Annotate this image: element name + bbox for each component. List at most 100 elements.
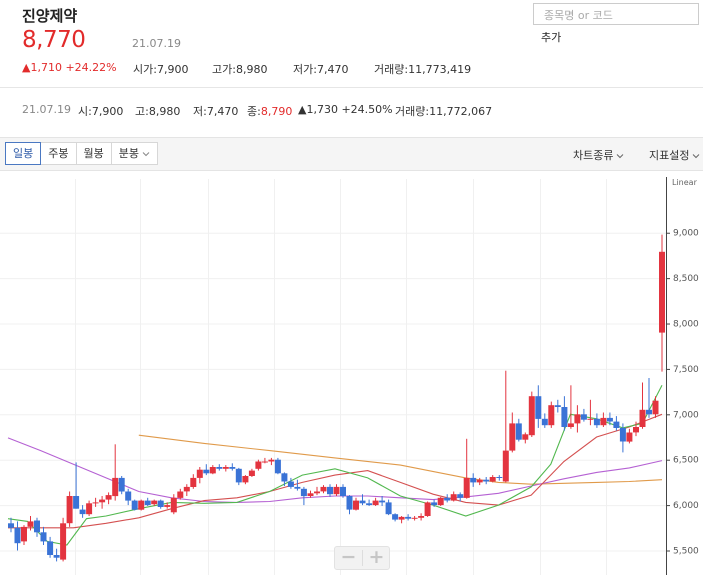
candle-body — [144, 500, 151, 506]
candle-body — [509, 423, 516, 451]
candle-body — [457, 494, 464, 498]
candle-body — [21, 526, 27, 542]
candle-body — [196, 469, 203, 478]
candle-body — [14, 527, 21, 544]
quote-close-label: 종 — [247, 105, 258, 118]
candle-body — [66, 496, 73, 524]
tab-minute[interactable]: 분봉 — [110, 142, 158, 165]
y-tick-label: 9,000 — [673, 229, 699, 239]
chevron-down-icon — [616, 149, 624, 162]
open-value: 7,900 — [156, 63, 189, 76]
candle-body — [151, 500, 158, 505]
price-chart[interactable]: 5,500 6,000 6,500 7,000 7,500 8,000 8,500 9,000… — [0, 171, 703, 575]
candle-body — [574, 414, 581, 424]
candle-body — [222, 467, 229, 469]
candle-body — [261, 461, 268, 463]
candle-body — [112, 477, 119, 497]
candle-body — [203, 469, 210, 474]
tab-weekly[interactable]: 주봉 — [40, 142, 77, 165]
period-tabs: 일봉 주봉 월봉 분봉 — [5, 142, 158, 165]
quote-open-value: 7,900 — [91, 105, 124, 118]
quote-low-label: 저 — [193, 105, 204, 118]
zoom-out-button[interactable]: − — [340, 546, 357, 568]
volume: 거래량:11,773,419 — [374, 63, 472, 76]
candle-body — [522, 434, 529, 440]
tab-monthly[interactable]: 월봉 — [75, 142, 112, 165]
candle-body — [307, 493, 314, 496]
candle-body — [27, 521, 34, 527]
quote-close: 종:8,790 — [247, 105, 293, 118]
candle-body — [405, 516, 412, 519]
candle-body — [118, 477, 125, 492]
volume-label: 거래량 — [374, 63, 405, 76]
ma120-line — [138, 434, 663, 485]
quote-close-value: 8,790 — [260, 105, 293, 118]
candle-body — [229, 467, 236, 469]
candle-body — [248, 470, 255, 476]
low-price: 저가:7,470 — [293, 63, 349, 76]
candle-body — [418, 516, 425, 518]
candle-body — [398, 516, 405, 520]
candle-body — [541, 418, 548, 426]
candle-body — [353, 500, 359, 510]
high-value: 8,980 — [235, 63, 268, 76]
candle-body — [268, 459, 275, 462]
chevron-down-icon — [692, 149, 700, 162]
y-tick-label: 7,000 — [673, 410, 699, 420]
candle-body — [587, 418, 594, 420]
quote-low: 저:7,470 — [193, 105, 239, 118]
search-input[interactable] — [534, 5, 698, 26]
candle-body — [535, 396, 542, 419]
y-tick-label: 6,000 — [673, 501, 699, 511]
candle-body — [652, 400, 659, 415]
scale-label: Linear — [672, 178, 698, 187]
tab-daily[interactable]: 일봉 — [5, 142, 42, 165]
candle-body — [476, 479, 483, 483]
candle-body — [379, 500, 386, 503]
y-tick-label: 5,500 — [673, 546, 699, 556]
candle-body — [242, 476, 249, 483]
candle-body — [613, 421, 620, 428]
candle-body — [287, 481, 294, 487]
candle-body — [372, 500, 379, 506]
quote-change: ▲1,730 +24.50% — [298, 103, 393, 116]
indicator-settings-dropdown[interactable]: 지표설정 — [649, 147, 700, 163]
add-button[interactable]: 추가 — [533, 25, 570, 47]
quote-open-label: 시 — [78, 105, 89, 118]
candle-body — [515, 423, 522, 440]
candle-body — [626, 432, 633, 442]
chart-type-dropdown[interactable]: 차트종류 — [573, 147, 624, 163]
y-tick-label: 6,500 — [673, 456, 699, 466]
candle-body — [463, 477, 470, 498]
quote-volume: 거래량:11,772,067 — [395, 105, 493, 118]
candle-body — [593, 418, 600, 426]
candle-body — [170, 497, 177, 513]
zoom-in-button[interactable]: + — [368, 546, 385, 568]
candle-body — [567, 423, 574, 427]
candle-body — [86, 503, 93, 515]
ma20-line — [8, 413, 663, 529]
candle-body — [60, 523, 67, 560]
chevron-down-icon — [142, 143, 150, 164]
candlestick-chart[interactable]: 5,500 6,000 6,500 7,000 7,500 8,000 8,500 9,000… — [0, 171, 703, 575]
volume-value: 11,773,419 — [408, 63, 472, 76]
candle-body — [424, 502, 431, 516]
candle-body — [216, 467, 223, 469]
candle-body — [385, 502, 392, 515]
chart-type-label: 차트종류 — [573, 149, 614, 162]
candle-body — [281, 473, 288, 482]
quote-open: 시:7,900 — [78, 105, 124, 118]
candle-body — [53, 555, 60, 558]
candle-body — [99, 499, 106, 503]
quote-high-label: 고 — [135, 105, 146, 118]
high-label: 고가 — [212, 63, 233, 76]
zoom-divider — [362, 550, 363, 566]
candle-body — [79, 509, 86, 515]
candle-body — [333, 486, 340, 495]
candle-body — [659, 251, 665, 333]
candle-body — [366, 503, 373, 506]
candle-body — [359, 500, 366, 504]
search-box — [533, 3, 699, 26]
candle-body — [274, 459, 281, 474]
candle-body — [528, 396, 535, 436]
